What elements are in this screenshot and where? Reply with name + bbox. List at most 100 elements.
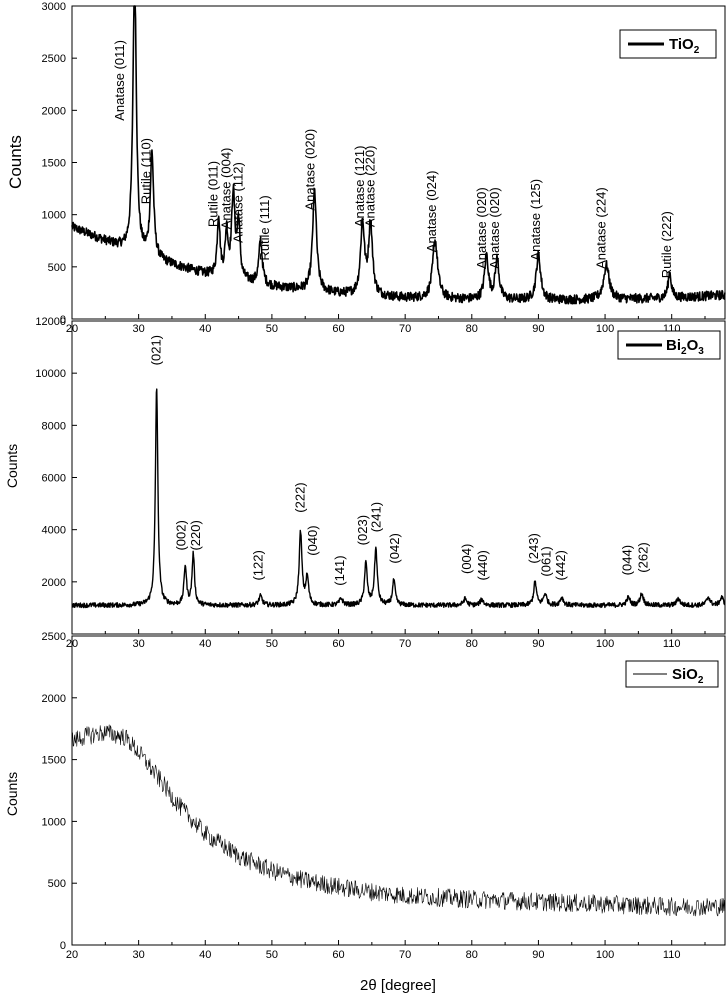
sio2-legend-base: SiO	[672, 666, 698, 683]
bi2o3-peak-label: (002)	[173, 520, 188, 550]
tio2-ylabel: Counts	[6, 135, 25, 189]
bi2o3-xtick-label: 70	[399, 638, 411, 650]
tio2-peak-label: Rutile (111)	[257, 195, 272, 260]
bi2o3-panel: Counts 20 30 40 50 60 70 80 90 100 11020004000600…	[4, 316, 726, 650]
tio2-plot-frame	[71, 5, 726, 320]
tio2-peak-label: Anatase (224)	[594, 187, 609, 269]
tio2-panel: Counts 20 30 40 50 60 70 80 90 100 11005001000150…	[6, 1, 726, 335]
bi2o3-ytick-label-top: 12000	[35, 316, 66, 328]
sio2-ytick-label: 0	[60, 940, 66, 952]
tio2-xtick-label: 50	[266, 323, 278, 335]
bi2o3-xtick-label: 80	[466, 638, 478, 650]
tio2-peak-label: Anatase (112)	[231, 162, 246, 243]
bi2o3-plot-frame	[71, 320, 726, 635]
bi2o3-peak-label: (042)	[387, 533, 402, 563]
tio2-ytick-label: 500	[48, 262, 66, 274]
tio2-xtick-label: 70	[399, 323, 411, 335]
bi2o3-xtick-label: 40	[199, 638, 211, 650]
sio2-ytick-label: 2000	[42, 693, 66, 705]
bi2o3-xtick-label: 50	[266, 638, 278, 650]
svg-text:Bi2O3: Bi2O3	[666, 337, 704, 357]
tio2-peak-label: Anatase (020)	[474, 187, 489, 269]
bi2o3-xtick-label: 110	[663, 638, 681, 650]
sio2-xtick-label: 100	[596, 949, 614, 961]
svg-text:SiO2: SiO2	[672, 666, 704, 686]
tio2-ytick-label: 1000	[42, 210, 66, 222]
bi2o3-peak-label: (061)	[538, 546, 553, 576]
tio2-xtick-label: 80	[466, 323, 478, 335]
tio2-peak-label: Rutile (110)	[139, 138, 154, 204]
bi2o3-legend: Bi2O3	[617, 330, 721, 360]
sio2-ytick-label: 1000	[42, 816, 66, 828]
sio2-xtick-label: 80	[466, 949, 478, 961]
sio2-xtick-label: 90	[532, 949, 544, 961]
tio2-xtick-label: 60	[332, 323, 344, 335]
bi2o3-peak-label: (021)	[149, 335, 164, 365]
tio2-legend-sub: 2	[694, 45, 700, 56]
bi2o3-peak-label: (004)	[459, 544, 474, 574]
sio2-ytick-label: 1500	[42, 755, 66, 767]
sio2-ytick-label: 500	[48, 878, 66, 890]
bi2o3-series-line	[71, 388, 726, 609]
tio2-xtick-label: 100	[596, 323, 614, 335]
tio2-ytick-label: 3000	[42, 1, 66, 13]
tio2-peak-label: Anatase (024)	[424, 171, 439, 253]
bi2o3-xtick-label: 100	[596, 638, 614, 650]
tio2-ytick-label: 1500	[42, 158, 66, 170]
sio2-ylabel: Counts	[4, 772, 20, 816]
tio2-peak-label: Anatase (011)	[112, 40, 127, 121]
sio2-xtick-label: 50	[266, 949, 278, 961]
tio2-ytick-label: 0	[60, 314, 66, 326]
bi2o3-peak-label: (040)	[305, 525, 320, 555]
bi2o3-ytick-label: 4000	[42, 525, 66, 537]
tio2-xtick-label: 90	[532, 323, 544, 335]
tio2-peak-label: Rutile (011)	[205, 161, 220, 227]
tio2-xtick-label: 40	[199, 323, 211, 335]
tio2-xtick-label: 30	[133, 323, 145, 335]
sio2-ytick-label-top: 2500	[42, 631, 66, 643]
tio2-peak-label: Anatase (020)	[303, 129, 318, 211]
sio2-xtick-label: 30	[133, 949, 145, 961]
sio2-xtick-label: 110	[663, 949, 681, 961]
bi2o3-peak-label: (220)	[188, 520, 203, 550]
tio2-peak-label: Anatase (125)	[528, 179, 543, 261]
sio2-series-line	[71, 724, 725, 917]
sio2-xtick-label: 20	[66, 949, 78, 961]
tio2-peak-label: Anatase (004)	[219, 148, 234, 230]
sio2-plot-frame	[71, 635, 726, 946]
bi2o3-peak-label: (262)	[636, 542, 651, 572]
tio2-ytick-label: 2000	[42, 105, 66, 117]
bi2o3-peak-label: (141)	[332, 555, 347, 585]
bi2o3-peak-label: (243)	[526, 533, 541, 563]
bi2o3-peak-label: (122)	[251, 550, 266, 580]
bi2o3-xtick-label: 60	[332, 638, 344, 650]
sio2-xtick-label: 60	[332, 949, 344, 961]
bi2o3-peak-label: (044)	[620, 545, 635, 575]
bi2o3-legend-base: Bi	[666, 337, 681, 354]
tio2-peak-label: Anatase (020)	[487, 187, 502, 269]
tio2-peak-label: Anatase (220)	[363, 146, 378, 228]
bi2o3-peak-label: (440)	[475, 550, 490, 580]
bi2o3-ytick-label: 8000	[42, 420, 66, 432]
bi2o3-ytick-label: 10000	[35, 368, 66, 380]
svg-text:TiO2: TiO2	[669, 36, 700, 56]
bi2o3-xtick-label: 90	[532, 638, 544, 650]
bi2o3-ytick-label: 2000	[42, 577, 66, 589]
bi2o3-xtick-label: 30	[133, 638, 145, 650]
sio2-xtick-label: 40	[199, 949, 211, 961]
tio2-legend: TiO2	[619, 29, 717, 59]
sio2-legend: SiO2	[625, 660, 719, 688]
sio2-panel: Counts 20 30 40 50 60 70 80 90 100 110 0 500 1000 150…	[4, 631, 726, 994]
bi2o3-ytick-label: 6000	[42, 473, 66, 485]
bi2o3-peak-label: (442)	[553, 550, 568, 580]
sio2-xtick-label: 70	[399, 949, 411, 961]
bi2o3-peak-label: (023)	[355, 515, 370, 545]
x-axis-label: 2θ [degree]	[360, 977, 436, 994]
tio2-peak-label: Anatase (121)	[352, 146, 367, 228]
tio2-peak-label: Rutile (222)	[659, 211, 674, 278]
tio2-series-line	[71, 5, 726, 305]
bi2o3-peak-label: (241)	[369, 502, 384, 532]
bi2o3-ylabel: Counts	[4, 444, 20, 488]
tio2-ytick-label: 2500	[42, 53, 66, 65]
